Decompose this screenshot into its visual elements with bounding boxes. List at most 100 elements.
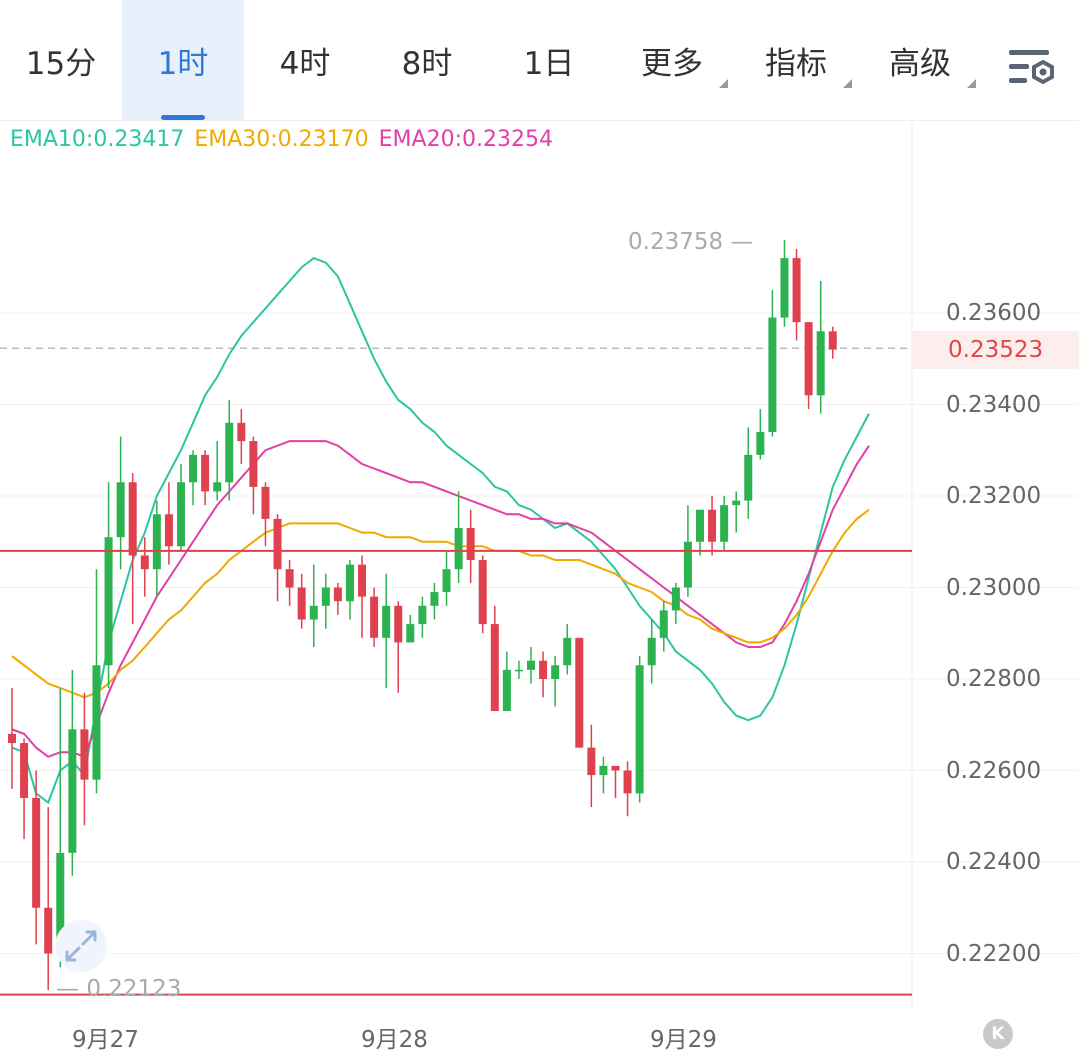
candle-body	[804, 322, 813, 396]
candle-body	[671, 587, 680, 611]
dropdown-corner-icon	[843, 79, 852, 88]
candle-body	[382, 605, 391, 638]
low-price-label: — 0.22123	[56, 976, 182, 1002]
candle-body	[92, 665, 101, 780]
expand-icon	[65, 930, 97, 962]
candle-body	[744, 454, 753, 501]
tab-more[interactable]: 更多	[610, 0, 734, 120]
tab-more-label: 更多	[641, 45, 703, 82]
ema-line-ema30	[11, 508, 870, 699]
interval-tab-bar: 15分 1时 4时 8时 1日 更多 指标 高级	[0, 0, 1079, 121]
candle-body	[683, 541, 692, 588]
candle-body	[695, 509, 704, 542]
candle-body	[309, 605, 318, 620]
candle-body	[756, 431, 765, 455]
candle-body	[611, 765, 620, 771]
candle-body	[213, 482, 222, 492]
candle-body	[659, 610, 668, 638]
candle-body	[575, 637, 584, 748]
candle-body	[249, 441, 258, 487]
tab-advanced-label: 高级	[889, 45, 951, 82]
price-tick: 0.23000	[946, 575, 1042, 601]
tab-4hour[interactable]: 4时	[279, 45, 331, 82]
candle-body	[587, 747, 596, 776]
dropdown-corner-icon	[967, 79, 976, 88]
tab-indicators-label: 指标	[765, 45, 827, 82]
tab-advanced[interactable]: 高级	[858, 0, 982, 120]
candle-body	[358, 564, 367, 597]
price-tick: 0.22800	[946, 666, 1042, 692]
date-tick: 9月29	[650, 1027, 717, 1053]
candle-body	[8, 733, 16, 744]
ema20-label: EMA20:0.23254	[378, 127, 553, 152]
price-tick: 0.22200	[946, 941, 1042, 967]
tab-1day[interactable]: 1日	[523, 45, 575, 82]
price-tick: 0.23200	[946, 483, 1042, 509]
high-price-value: 0.23758	[628, 229, 724, 255]
candle-body	[514, 669, 523, 672]
chart-grid	[0, 312, 1079, 954]
tab-1hour[interactable]: 1时	[122, 0, 244, 120]
candles	[8, 239, 837, 991]
tab-15min[interactable]: 15分	[25, 45, 97, 82]
price-tick: 0.22600	[946, 758, 1042, 784]
ema30-label: EMA30:0.23170	[194, 127, 369, 152]
candle-body	[430, 592, 439, 606]
candle-body	[478, 560, 487, 625]
candle-body	[732, 500, 741, 506]
scroll-to-latest-icon[interactable]: K	[983, 1019, 1013, 1049]
candle-body	[20, 743, 29, 798]
chart-settings-icon[interactable]	[1007, 48, 1057, 88]
high-price-label: 0.23758 —	[628, 229, 754, 255]
candle-body	[32, 797, 41, 908]
candle-body	[828, 331, 837, 350]
candle-body	[176, 482, 185, 547]
candle-body	[152, 514, 161, 570]
candle-body	[768, 317, 777, 432]
candle-body	[647, 637, 656, 666]
candle-body	[539, 660, 548, 679]
tab-8hour[interactable]: 8时	[401, 45, 453, 82]
candle-body	[418, 605, 427, 625]
candle-body	[442, 569, 451, 593]
current-price-badge: 0.23523	[912, 331, 1079, 369]
date-tick: 9月28	[361, 1027, 428, 1053]
dropdown-corner-icon	[719, 79, 728, 88]
candle-body	[56, 852, 65, 954]
candle-body	[816, 331, 825, 396]
candle-body	[406, 624, 415, 643]
candle-body	[68, 729, 77, 853]
candle-body	[225, 422, 234, 483]
candle-body	[394, 605, 403, 643]
tab-indicators[interactable]: 指标	[734, 0, 858, 120]
candle-body	[792, 258, 801, 323]
candle-body	[164, 514, 173, 547]
candle-body	[780, 258, 789, 318]
candle-body	[454, 528, 463, 570]
candle-body	[490, 624, 499, 712]
candle-body	[80, 729, 89, 780]
ema-legend: EMA10:0.23417 EMA30:0.23170 EMA20:0.23254	[10, 127, 563, 152]
candle-body	[297, 587, 306, 620]
candle-body	[599, 765, 608, 776]
candle-body	[44, 907, 53, 954]
support-lines	[0, 549, 912, 996]
candle-body	[261, 486, 270, 519]
candle-body	[720, 505, 729, 542]
candle-body	[237, 422, 246, 442]
candle-body	[563, 637, 572, 666]
candle-body	[201, 454, 210, 492]
ema10-label: EMA10:0.23417	[10, 127, 185, 152]
candle-body	[551, 665, 560, 679]
low-price-value: 0.22123	[86, 976, 182, 1002]
candle-body	[466, 528, 475, 561]
candle-body	[333, 587, 342, 602]
candle-body	[104, 537, 113, 666]
candle-body	[635, 665, 644, 794]
candle-body	[527, 660, 536, 670]
candle-body	[345, 564, 354, 602]
expand-button[interactable]	[55, 920, 107, 972]
candle-body	[708, 509, 717, 542]
candle-body	[285, 569, 294, 588]
